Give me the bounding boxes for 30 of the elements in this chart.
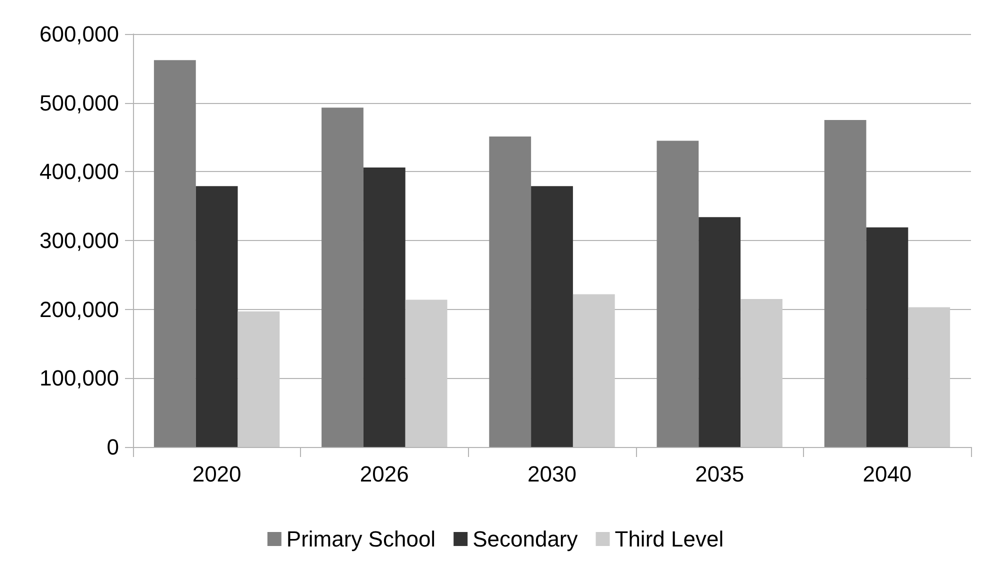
y-tick-label: 400,000 bbox=[39, 159, 119, 184]
y-tick-label: 0 bbox=[106, 434, 119, 460]
bar bbox=[489, 136, 532, 447]
bar bbox=[698, 217, 741, 447]
y-tick-label: 100,000 bbox=[39, 366, 119, 391]
y-tick-label: 600,000 bbox=[39, 22, 119, 46]
y-tick-label: 500,000 bbox=[39, 90, 119, 116]
y-tick-label: 300,000 bbox=[39, 228, 119, 253]
bar bbox=[363, 168, 406, 447]
legend-label: Secondary bbox=[472, 526, 578, 552]
x-tick-label: 2030 bbox=[528, 462, 576, 486]
x-tick-label: 2020 bbox=[192, 462, 242, 486]
bar bbox=[238, 311, 280, 447]
x-tick-label: 2040 bbox=[862, 462, 912, 486]
bar bbox=[154, 60, 196, 447]
bar bbox=[656, 140, 699, 447]
bar bbox=[405, 300, 448, 447]
bar bbox=[908, 307, 950, 447]
bar bbox=[866, 227, 908, 447]
legend-label: Third Level bbox=[614, 526, 724, 552]
legend-label: Primary School bbox=[286, 526, 436, 552]
bar bbox=[740, 299, 782, 447]
bar bbox=[196, 186, 238, 447]
x-tick-label: 2026 bbox=[360, 462, 409, 486]
bar bbox=[572, 294, 615, 447]
bar bbox=[322, 108, 364, 447]
bar bbox=[531, 186, 573, 447]
x-tick-label: 2035 bbox=[695, 462, 744, 486]
y-tick-label: 200,000 bbox=[39, 296, 119, 322]
bar bbox=[824, 120, 866, 447]
